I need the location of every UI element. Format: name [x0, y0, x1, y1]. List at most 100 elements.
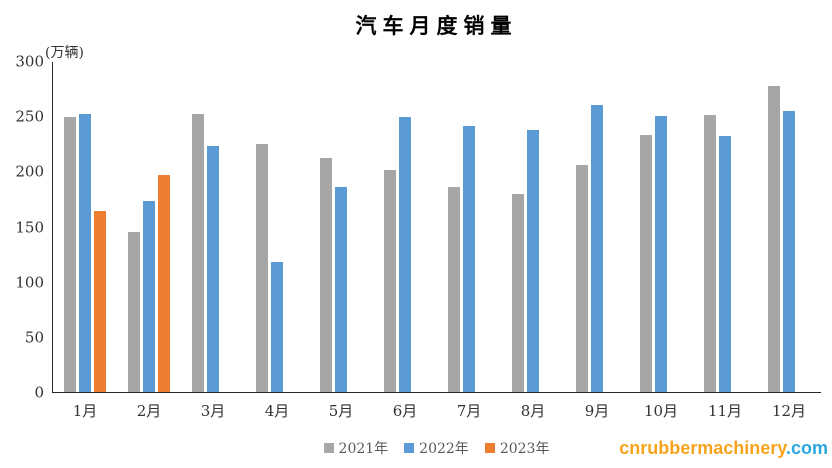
bar-slot-2021年-8月 — [512, 62, 524, 392]
x-tick-label-10月: 10月 — [643, 402, 679, 420]
bar-2022年-12月 — [783, 110, 795, 392]
bar-slot-2023年-11月 — [734, 62, 746, 392]
bar-2022年-2月 — [143, 200, 155, 392]
watermark-name: cnrubbermachinery — [619, 438, 786, 458]
bar-2022年-4月 — [271, 262, 283, 392]
bar-slot-2021年-9月 — [576, 62, 588, 392]
legend-item-2022年: 2022年 — [404, 438, 469, 458]
legend-label: 2022年 — [419, 441, 469, 457]
bar-group-12月: 12月 — [757, 62, 821, 420]
bar-2022年-6月 — [399, 116, 411, 392]
bar-slot-2023年-10月 — [670, 62, 682, 392]
bar-slot-2021年-1月 — [64, 62, 76, 392]
bar-2021年-2月 — [128, 231, 140, 392]
x-tick-label-7月: 7月 — [456, 402, 482, 420]
bar-group-7月: 7月 — [437, 62, 501, 420]
bar-2022年-1月 — [79, 113, 91, 392]
bar-2021年-3月 — [192, 114, 204, 392]
x-tick-label-1月: 1月 — [72, 402, 98, 420]
bar-slot-2022年-9月 — [591, 62, 603, 392]
bar-slot-2023年-1月 — [94, 62, 106, 392]
plot-area: 1月 2月 3月 4月 5月 6月 7月 8月 9月 10月 11月 12月 — [52, 62, 821, 420]
bar-slot-2022年-5月 — [335, 62, 347, 392]
x-tick-label-6月: 6月 — [392, 402, 418, 420]
x-tick-label-8月: 8月 — [520, 402, 546, 420]
y-tick-label-200: 200 — [15, 162, 44, 181]
bar-2021年-5月 — [320, 157, 332, 392]
bar-2022年-7月 — [463, 125, 475, 392]
y-tick-label-250: 250 — [15, 107, 44, 126]
bar-group-6月: 6月 — [373, 62, 437, 420]
bar-2022年-10月 — [655, 116, 667, 392]
y-tick-label-300: 300 — [15, 52, 44, 71]
x-tick-label-5月: 5月 — [328, 402, 354, 420]
bar-slot-2023年-4月 — [286, 62, 298, 392]
legend-swatch-icon — [404, 443, 415, 453]
bar-2021年-6月 — [384, 170, 396, 392]
bar-2021年-7月 — [448, 186, 460, 392]
x-tick-label-11月: 11月 — [707, 402, 743, 420]
x-tick-label-9月: 9月 — [584, 402, 610, 420]
bar-group-3月: 3月 — [181, 62, 245, 420]
legend-label: 2023年 — [499, 441, 550, 457]
bar-slot-2022年-11月 — [719, 62, 731, 392]
bar-2021年-8月 — [512, 194, 524, 392]
bar-slot-2022年-12月 — [783, 62, 795, 392]
bar-2022年-8月 — [527, 129, 539, 392]
bar-slot-2021年-3月 — [192, 62, 204, 392]
watermark-tld: .com — [785, 438, 828, 458]
bar-slot-2023年-9月 — [606, 62, 618, 392]
bar-group-8月: 8月 — [501, 62, 565, 420]
x-tick-label-12月: 12月 — [771, 402, 807, 420]
y-tick-label-100: 100 — [15, 273, 44, 292]
bar-2022年-9月 — [591, 104, 603, 392]
bar-slot-2022年-10月 — [655, 62, 667, 392]
bar-slot-2021年-6月 — [384, 62, 396, 392]
watermark: cnrubbermachinery.com — [619, 438, 828, 459]
bar-2023年-2月 — [158, 174, 170, 392]
x-tick-label-4月: 4月 — [264, 402, 290, 420]
bar-slot-2021年-11月 — [704, 62, 716, 392]
bar-slot-2022年-6月 — [399, 62, 411, 392]
legend-swatch-icon — [323, 443, 334, 453]
bar-slot-2022年-8月 — [527, 62, 539, 392]
bar-2022年-3月 — [207, 146, 219, 392]
legend-item-2021年: 2021年 — [323, 438, 389, 458]
bar-group-11月: 11月 — [693, 62, 757, 420]
bar-2022年-11月 — [719, 135, 731, 392]
bar-2021年-11月 — [704, 114, 716, 392]
bar-2022年-5月 — [335, 187, 347, 392]
y-tick-label-50: 50 — [24, 328, 44, 347]
y-tick-label-150: 150 — [15, 218, 44, 236]
bar-slot-2023年-8月 — [542, 62, 554, 392]
bar-2023年-1月 — [94, 210, 106, 392]
x-tick-label-2月: 2月 — [136, 402, 162, 420]
bar-slot-2023年-5月 — [350, 62, 362, 392]
bar-slot-2023年-3月 — [222, 62, 234, 392]
bar-group-1月: 1月 — [53, 62, 117, 420]
bar-slot-2023年-6月 — [414, 62, 426, 392]
bar-slot-2021年-7月 — [448, 62, 460, 392]
y-axis-unit-label: (万辆) — [45, 45, 84, 61]
bar-group-10月: 10月 — [629, 62, 693, 420]
chart-title: 汽车月度销量 — [355, 13, 518, 38]
y-tick-label-0: 0 — [34, 383, 44, 402]
bar-group-9月: 9月 — [565, 62, 629, 420]
bar-group-2月: 2月 — [117, 62, 181, 420]
legend-label: 2021年 — [338, 441, 389, 457]
x-tick-label-3月: 3月 — [200, 402, 226, 420]
bar-slot-2022年-1月 — [79, 62, 91, 392]
y-axis: 0 50 100 150 200 250 300 — [0, 54, 44, 400]
bar-slot-2022年-4月 — [271, 62, 283, 392]
bar-slot-2021年-10月 — [640, 62, 652, 392]
bar-2021年-1月 — [64, 116, 76, 392]
bar-slot-2021年-4月 — [256, 62, 268, 392]
bar-slot-2023年-12月 — [798, 62, 810, 392]
bar-slot-2023年-7月 — [478, 62, 490, 392]
bar-2021年-10月 — [640, 135, 652, 392]
bar-2021年-9月 — [576, 164, 588, 392]
bar-slot-2021年-2月 — [128, 62, 140, 392]
legend-swatch-icon — [484, 443, 495, 453]
bar-slot-2022年-7月 — [463, 62, 475, 392]
legend: 2021年 2022年 2023年 — [52, 438, 821, 458]
